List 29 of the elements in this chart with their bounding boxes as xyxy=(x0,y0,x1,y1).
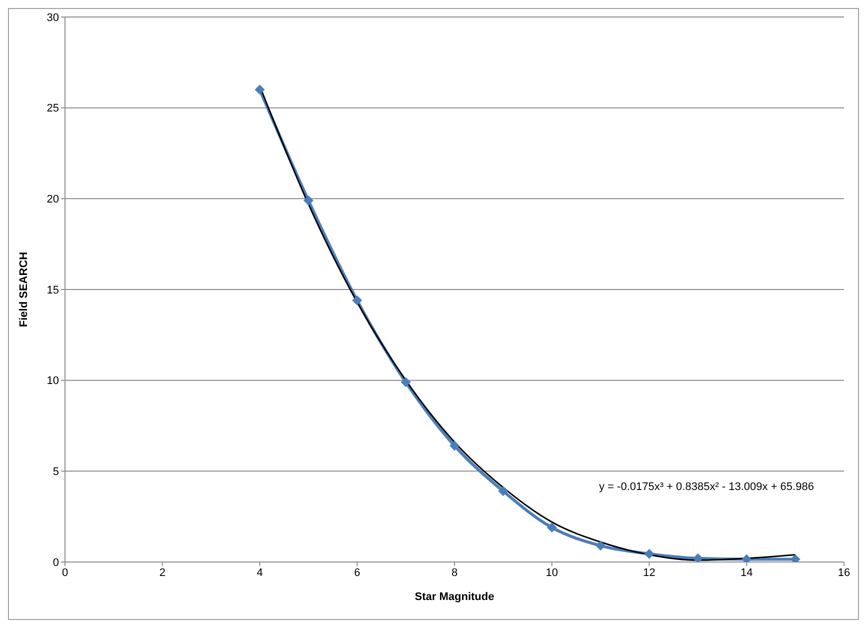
y-tick-label: 25 xyxy=(46,102,59,115)
point xyxy=(400,377,411,388)
y-tick-label: 20 xyxy=(46,194,59,206)
point xyxy=(450,440,460,451)
x-tick-label: 12 xyxy=(643,566,656,579)
point xyxy=(596,540,606,551)
x-tick-label: 8 xyxy=(451,566,458,579)
x-tick-label: 16 xyxy=(838,566,850,579)
point xyxy=(692,553,703,562)
y-tick-label: 10 xyxy=(46,375,59,388)
annotation: y = -0.0175x³ + 0.8385x² - 13.009x + 65.986 xyxy=(599,481,814,493)
y-tick-label: 5 xyxy=(52,466,59,478)
y-tick-label: 15 xyxy=(46,284,59,296)
x-tick-label: 4 xyxy=(256,566,263,579)
point xyxy=(644,548,654,559)
x-tick-label: 0 xyxy=(62,566,68,579)
x-tick-label: 2 xyxy=(159,566,166,579)
point xyxy=(254,84,265,95)
x-tick-label: 6 xyxy=(354,566,360,579)
x-tick-label: 14 xyxy=(740,566,753,579)
point xyxy=(546,522,557,532)
y-axis-title: Field SEARCH xyxy=(18,252,30,328)
x-tick-label: 10 xyxy=(546,566,558,579)
y-tick-label: 0 xyxy=(52,556,59,569)
point xyxy=(303,195,314,206)
y-tick-label: 30 xyxy=(46,12,59,24)
point xyxy=(498,486,508,496)
point xyxy=(352,295,362,306)
x-axis-title: Star Magnitude xyxy=(414,591,494,603)
